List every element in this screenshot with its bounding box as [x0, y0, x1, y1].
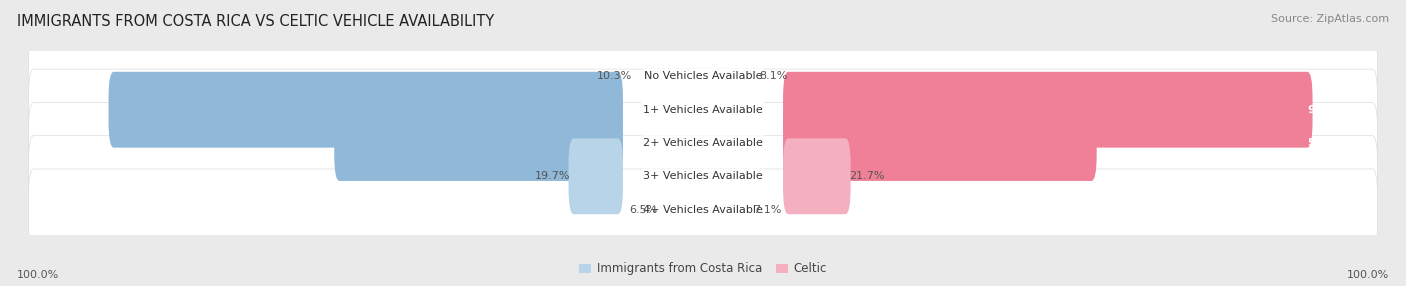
- FancyBboxPatch shape: [783, 138, 851, 214]
- Text: 100.0%: 100.0%: [17, 270, 59, 280]
- Text: IMMIGRANTS FROM COSTA RICA VS CELTIC VEHICLE AVAILABILITY: IMMIGRANTS FROM COSTA RICA VS CELTIC VEH…: [17, 14, 494, 29]
- Legend: Immigrants from Costa Rica, Celtic: Immigrants from Costa Rica, Celtic: [574, 258, 832, 280]
- FancyBboxPatch shape: [335, 105, 623, 181]
- Text: 4+ Vehicles Available: 4+ Vehicles Available: [643, 204, 763, 214]
- FancyBboxPatch shape: [28, 169, 1378, 250]
- Text: 1+ Vehicles Available: 1+ Vehicles Available: [643, 105, 763, 115]
- Text: 2+ Vehicles Available: 2+ Vehicles Available: [643, 138, 763, 148]
- FancyBboxPatch shape: [783, 105, 1097, 181]
- Text: 59.2%: 59.2%: [1308, 138, 1346, 148]
- FancyBboxPatch shape: [28, 136, 1378, 217]
- FancyBboxPatch shape: [783, 72, 1313, 148]
- Text: Source: ZipAtlas.com: Source: ZipAtlas.com: [1271, 14, 1389, 24]
- Text: 19.7%: 19.7%: [534, 171, 571, 181]
- FancyBboxPatch shape: [28, 102, 1378, 184]
- FancyBboxPatch shape: [108, 72, 623, 148]
- Text: 21.7%: 21.7%: [849, 171, 884, 181]
- Text: 55.4%: 55.4%: [60, 138, 98, 148]
- FancyBboxPatch shape: [28, 36, 1378, 117]
- Text: No Vehicles Available: No Vehicles Available: [644, 72, 762, 82]
- Text: 100.0%: 100.0%: [1347, 270, 1389, 280]
- Text: 3+ Vehicles Available: 3+ Vehicles Available: [643, 171, 763, 181]
- FancyBboxPatch shape: [568, 138, 623, 214]
- Text: 10.3%: 10.3%: [598, 72, 633, 82]
- Text: 89.8%: 89.8%: [60, 105, 98, 115]
- Text: 7.1%: 7.1%: [752, 204, 782, 214]
- Text: 6.5%: 6.5%: [628, 204, 657, 214]
- Text: 92.1%: 92.1%: [1308, 105, 1346, 115]
- FancyBboxPatch shape: [28, 69, 1378, 150]
- Text: 8.1%: 8.1%: [759, 72, 787, 82]
